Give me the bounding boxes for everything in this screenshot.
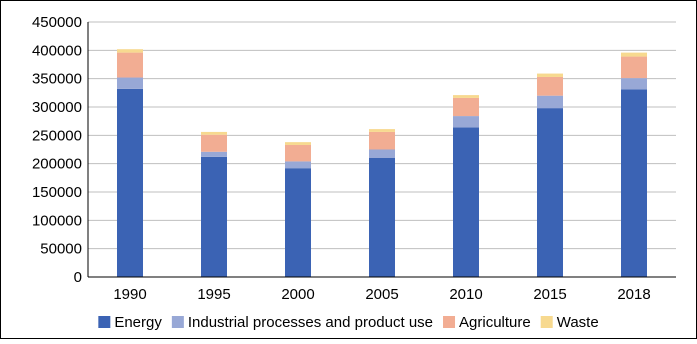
- bar-segment: [201, 156, 227, 277]
- y-tick-label: 350000: [32, 71, 82, 88]
- bar-segment: [453, 116, 479, 128]
- y-tick-label: 250000: [32, 127, 82, 144]
- y-tick-label: 0: [74, 269, 82, 286]
- bar-segment: [285, 144, 311, 162]
- bars: [117, 49, 647, 278]
- y-tick-label: 200000: [32, 156, 82, 173]
- legend-item: Energy: [98, 314, 162, 331]
- bar-segment: [621, 89, 647, 278]
- bar-segment: [285, 142, 311, 145]
- legend-item: Industrial processes and product use: [171, 314, 433, 331]
- bar-segment: [117, 88, 143, 278]
- y-tick-label: 400000: [32, 42, 82, 59]
- bar-segment: [537, 108, 563, 277]
- bar-segment: [537, 95, 563, 109]
- bar-segment: [285, 168, 311, 277]
- legend-swatch: [171, 316, 184, 328]
- bar-segment: [621, 56, 647, 79]
- x-tick-label: 2010: [449, 286, 482, 303]
- bar-segment: [537, 73, 563, 77]
- legend-swatch: [443, 316, 456, 328]
- x-tick-label: 2005: [365, 286, 398, 303]
- x-tick-label: 2015: [533, 286, 566, 303]
- bar-segment: [453, 95, 479, 98]
- y-tick-label: 450000: [32, 14, 82, 31]
- bar-segment: [369, 129, 395, 132]
- y-tick-label: 50000: [40, 241, 82, 258]
- x-tick-label: 2000: [281, 286, 314, 303]
- bar-segment: [621, 52, 647, 57]
- bar-segment: [621, 78, 647, 90]
- x-tick-label: 2018: [617, 286, 650, 303]
- x-tick-label: 1995: [197, 286, 230, 303]
- bar-segment: [117, 77, 143, 89]
- bar-segment: [453, 97, 479, 117]
- bar-segment: [369, 158, 395, 277]
- bar-segment: [369, 131, 395, 150]
- legend-label: Waste: [557, 314, 599, 331]
- bar-segment: [117, 49, 143, 53]
- legend-label: Industrial processes and product use: [188, 314, 433, 331]
- legend-label: Agriculture: [459, 314, 531, 331]
- axes: [87, 22, 676, 278]
- x-tick-labels: 1990 1995 2000 2005 2010 2015 2018: [113, 286, 650, 303]
- y-tick-label: 300000: [32, 99, 82, 116]
- bar-segment: [537, 76, 563, 96]
- bar-segment: [201, 131, 227, 135]
- bar-segment: [369, 149, 395, 158]
- x-tick-label: 1990: [113, 286, 146, 303]
- bar-segment: [285, 161, 311, 169]
- legend-swatch: [540, 316, 553, 328]
- legend-item: Agriculture: [443, 314, 531, 331]
- bar-segment: [117, 52, 143, 78]
- bar-segment: [201, 151, 227, 157]
- bar-segment: [201, 134, 227, 152]
- y-tick-labels: 0 50000 100000 150000 200000 250000 300000 3500…: [32, 14, 82, 286]
- legend: Energy Industrial processes and product u…: [98, 314, 599, 331]
- legend-label: Energy: [114, 314, 162, 331]
- legend-item: Waste: [540, 314, 599, 331]
- legend-swatch: [98, 316, 111, 328]
- bar-segment: [453, 127, 479, 278]
- y-tick-label: 100000: [32, 212, 82, 229]
- y-tick-label: 150000: [32, 184, 82, 201]
